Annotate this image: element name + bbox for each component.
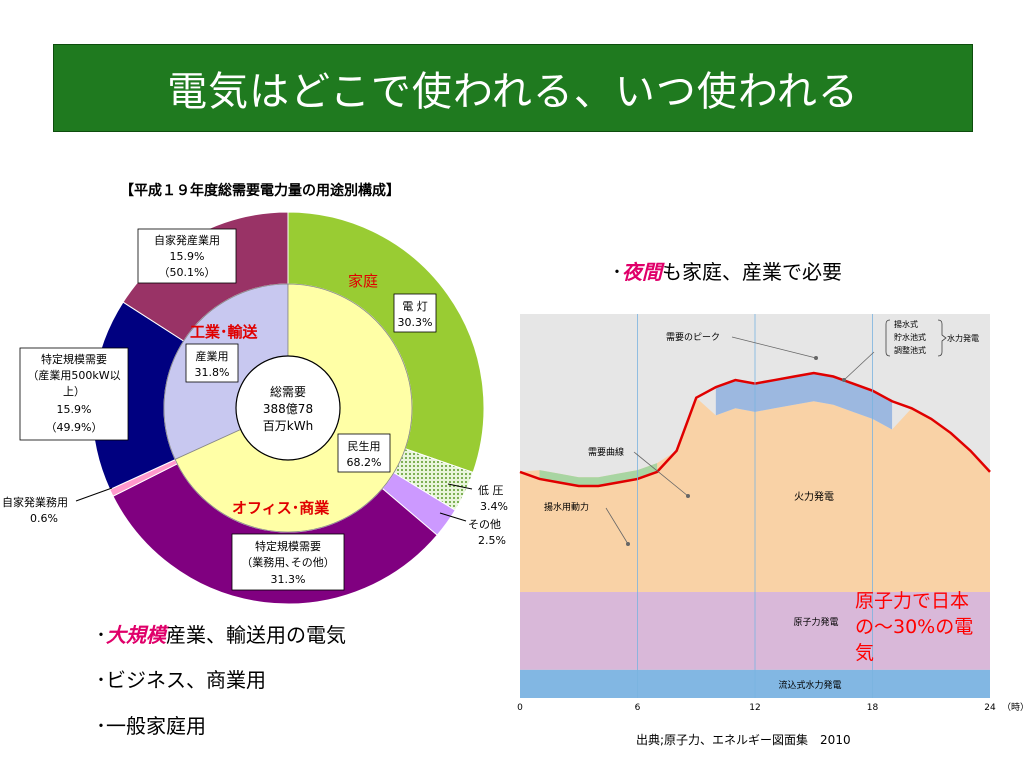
others-value: 2.5% <box>478 534 506 547</box>
low-voltage-value: 3.4% <box>480 500 508 513</box>
x-tick-6: 6 <box>635 703 641 713</box>
specific-business-desc: （業務用､その他） <box>241 555 335 569</box>
nuclear-note: 原子力で日本 の～30%の電 気 <box>855 588 973 666</box>
industry-inner-value: 31.8% <box>195 366 230 379</box>
self-industry-share: （50.1%） <box>159 266 216 279</box>
curve-leader <box>633 451 689 497</box>
source-citation: 出典;原子力、エネルギー図面集 2010 <box>636 733 851 747</box>
donut-title: 【平成１９年度総需要電力量の用途別構成】 <box>120 183 400 199</box>
others-name: その他 <box>468 518 501 531</box>
lighting-name: 電 灯 <box>402 300 428 313</box>
label-industry: 工業･輸送 <box>190 323 259 341</box>
large-scale-text: 産業、輸送用の電気 <box>166 623 346 647</box>
hydro-type-3: 調整池式 <box>894 345 926 355</box>
specific-industry-label-box <box>19 347 129 441</box>
bullet-large-scale: ･大規模産業、輸送用の電気 <box>96 623 346 647</box>
center-line-2: 388億78 <box>263 402 313 416</box>
label-household: 家庭 <box>348 272 378 290</box>
business-text: ビジネス、商業用 <box>106 668 266 692</box>
title-bar: 電気はどこで使われる、いつ使われる <box>53 44 973 132</box>
nuclear-label: 原子力発電 <box>793 616 838 628</box>
peak-leader <box>731 336 817 359</box>
hydro-peak-area <box>715 372 893 430</box>
specific-industry-share: （49.9%） <box>46 421 103 434</box>
specific-industry-desc-1: （産業用500kW以 <box>27 369 120 382</box>
self-industry-name: 自家発産業用 <box>154 233 220 247</box>
nuclear-note-line-3: 気 <box>855 642 875 664</box>
runoff-label: 流込式水力発電 <box>778 679 841 691</box>
peak-label: 需要のピーク <box>666 332 720 343</box>
bullet-business: ･ビジネス、商業用 <box>96 668 266 692</box>
civil-inner-label-box <box>337 433 391 473</box>
nuclear-note-line-2: の～30%の電 <box>855 616 974 638</box>
self-industry-label-box <box>137 228 237 284</box>
donut-hole <box>235 355 341 461</box>
hydro-type-2: 貯水池式 <box>894 332 926 342</box>
specific-business-name: 特定規模需要 <box>255 539 321 553</box>
load-curve-chart: 0 6 12 18 24 需要のピーク 需要曲線 揚水用動力 火力発電 原子力発電 流込… <box>517 314 1024 713</box>
self-business-leader <box>75 487 113 502</box>
low-voltage-leader <box>447 483 473 490</box>
page-title: 電気はどこで使われる、いつ使われる <box>167 69 859 115</box>
bullet-household: ･一般家庭用 <box>96 714 206 738</box>
x-tick-12: 12 <box>749 703 760 713</box>
bullet-night: ･夜間も家庭、産業で必要 <box>612 260 842 284</box>
night-emphasis: 夜間 <box>622 260 662 284</box>
specific-business-value: 31.3% <box>271 573 306 586</box>
hydro-leader <box>843 351 875 381</box>
x-tick-24: 24 <box>984 703 996 713</box>
self-business-value: 0.6% <box>30 512 58 525</box>
donut-chart: 総需要 388億78 百万kWh 家庭 工業･輸送 オフィス･商業 電 灯 30… <box>2 211 508 605</box>
lighting-label-box <box>393 293 437 333</box>
others-leader <box>439 512 467 522</box>
center-line-1: 総需要 <box>270 385 306 399</box>
thermal-label: 火力発電 <box>794 490 834 503</box>
industry-inner-label-box <box>185 343 239 383</box>
hydro-label: 水力発電 <box>947 333 979 343</box>
industry-inner-name: 産業用 <box>196 350 229 363</box>
pumping-label: 揚水用動力 <box>544 501 589 513</box>
self-business-name: 自家発業務用 <box>2 495 68 509</box>
self-industry-value: 15.9% <box>170 250 205 263</box>
hydro-type-1: 揚水式 <box>894 319 918 329</box>
specific-industry-desc-2: 上） <box>63 385 85 398</box>
pumping-leader <box>605 507 629 545</box>
nuclear-note-line-1: 原子力で日本 <box>855 590 970 612</box>
x-axis-unit: （時） <box>1002 702 1024 713</box>
label-office: オフィス･商業 <box>232 499 330 517</box>
specific-business-label-box <box>231 533 345 591</box>
civil-inner-value: 68.2% <box>347 456 382 469</box>
low-voltage-name: 低 圧 <box>478 484 504 497</box>
household-text: 一般家庭用 <box>106 714 206 738</box>
night-text: も家庭、産業で必要 <box>662 260 842 284</box>
x-tick-0: 0 <box>517 703 523 713</box>
specific-industry-value: 15.9% <box>57 403 92 416</box>
x-tick-18: 18 <box>867 703 879 713</box>
lighting-value: 30.3% <box>398 316 433 329</box>
civil-inner-name: 民生用 <box>348 439 381 453</box>
large-scale-emphasis: 大規模 <box>106 623 166 647</box>
specific-industry-name: 特定規模需要 <box>41 352 107 366</box>
curve-label: 需要曲線 <box>588 446 624 458</box>
center-line-3: 百万kWh <box>263 419 313 433</box>
